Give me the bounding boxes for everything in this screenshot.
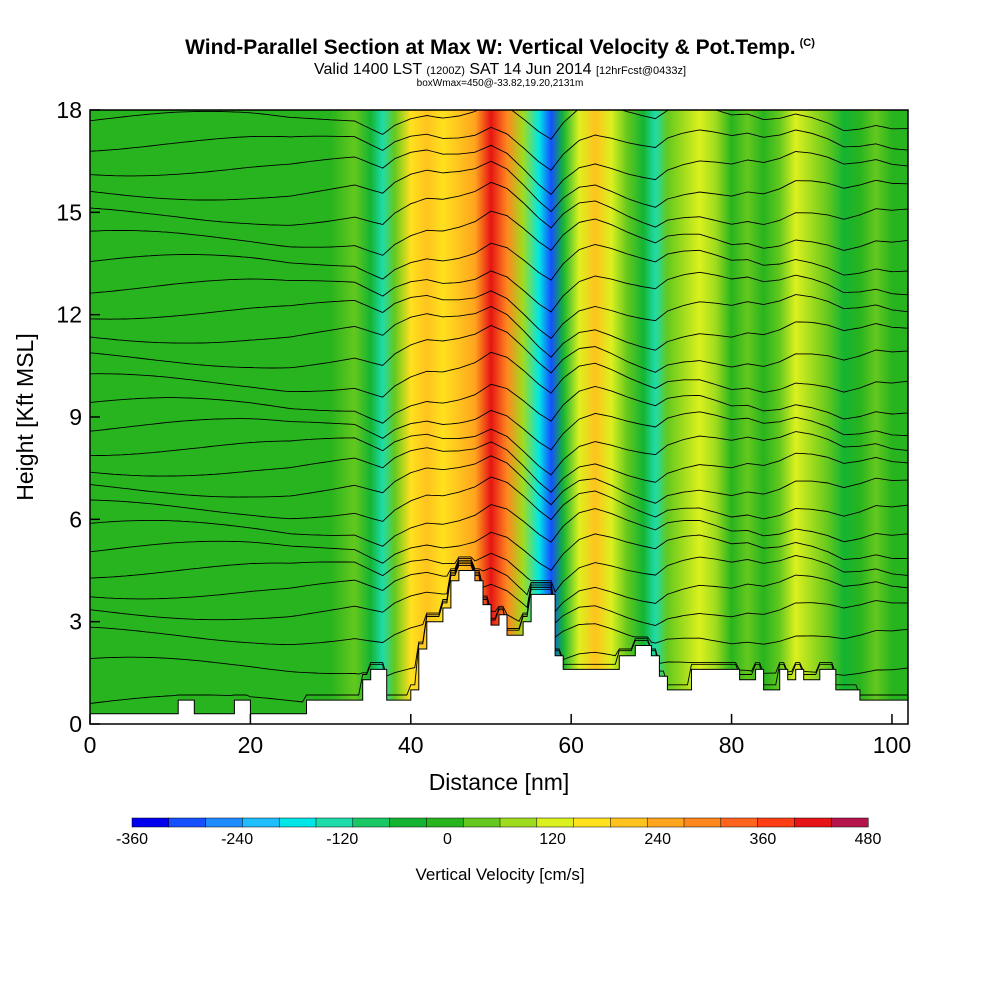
colorbar-swatch	[573, 817, 611, 828]
terrain-profile	[90, 570, 908, 724]
x-tick-label: 0	[84, 732, 97, 758]
theta-contour	[90, 428, 908, 476]
box-info: boxWmax=450@-33.82,19.20,2131m	[416, 78, 584, 89]
y-axis-ticks: 0 3 6 9 12 15 18	[56, 97, 100, 737]
theta-contour	[90, 564, 908, 704]
theta-contour	[90, 455, 908, 506]
colorbar-tick-label: 480	[855, 831, 882, 848]
theta-contour	[90, 270, 908, 313]
y-tick-label: 12	[56, 302, 82, 328]
theta-contour	[90, 126, 908, 171]
colorbar-swatch	[610, 817, 648, 828]
theta-contour	[90, 441, 908, 493]
theta-contour	[90, 306, 908, 358]
colorbar-tick-label: 360	[750, 831, 777, 848]
colorbar-swatch	[536, 817, 575, 828]
y-tick-label: 18	[56, 97, 82, 123]
theta-contour	[90, 181, 908, 229]
copyright-mark: (C)	[799, 37, 815, 49]
theta-contour	[90, 504, 908, 547]
theta-contour	[90, 210, 908, 256]
theta-contour	[90, 383, 908, 424]
colorbar-swatch	[205, 817, 243, 828]
theta-contour	[90, 552, 908, 593]
chart-title-text: Wind-Parallel Section at Max W: Vertical…	[185, 36, 796, 59]
colorbar-swatch	[683, 817, 722, 828]
colorbar-swatch	[462, 817, 501, 828]
colorbar-swatch	[757, 817, 795, 828]
valid-time-line: Valid 1400 LST (1200Z) SAT 14 Jun 2014 […	[0, 61, 1000, 79]
colorbar-swatch	[168, 817, 207, 828]
y-tick-label: 3	[69, 609, 82, 635]
valid-date: SAT 14 Jun 2014	[469, 61, 592, 78]
chart-title: Wind-Parallel Section at Max W: Vertical…	[0, 36, 1000, 60]
colorbar-swatch	[830, 817, 869, 828]
theta-contour	[90, 409, 908, 451]
x-tick-label: 100	[873, 732, 911, 758]
theta-contour	[90, 561, 908, 646]
colorbar-swatch	[426, 817, 464, 828]
colorbar-tick-label: -360	[116, 831, 148, 848]
colorbar-ticks: -360 -240 -120 0 120 240 360 480	[116, 831, 881, 848]
x-tick-label: 80	[719, 732, 745, 758]
colorbar-swatch	[720, 817, 759, 828]
theta-contour	[90, 531, 908, 571]
theta-contour	[90, 558, 908, 613]
potential-temperature-contours	[90, 110, 908, 704]
colorbar-swatch	[315, 817, 354, 828]
colorbar-swatch	[131, 817, 170, 828]
colorbar-swatch	[352, 817, 391, 828]
theta-contour	[90, 476, 908, 522]
x-tick-label: 40	[398, 732, 424, 758]
theta-contour	[90, 144, 908, 196]
colorbar	[131, 817, 869, 828]
colorbar-swatch	[646, 817, 685, 828]
colorbar-tick-label: 120	[539, 831, 566, 848]
colorbar-swatch	[499, 817, 538, 828]
y-tick-label: 9	[69, 404, 82, 430]
theta-contour	[90, 351, 908, 398]
colorbar-swatch	[278, 817, 317, 828]
theta-contour	[90, 160, 908, 213]
y-tick-label: 0	[69, 711, 82, 737]
colorbar-swatch	[242, 817, 280, 828]
y-tick-label: 6	[69, 506, 82, 532]
theta-contour	[90, 290, 908, 340]
colorbar-tick-label: -240	[221, 831, 253, 848]
y-tick-label: 15	[56, 199, 82, 225]
colorbar-tick-label: 0	[443, 831, 452, 848]
theta-contour	[90, 563, 908, 677]
colorbar-swatch	[389, 817, 427, 828]
x-tick-label: 20	[238, 732, 264, 758]
theta-contour	[90, 242, 908, 281]
theta-contour	[90, 559, 908, 626]
forecast-label: [12hrFcst@0433z]	[595, 65, 687, 77]
valid-prefix: Valid 1400 LST	[313, 61, 422, 78]
y-axis-label: Height [Kft MSL]	[12, 333, 38, 500]
valid-utc: (1200Z)	[426, 65, 465, 77]
x-tick-label: 60	[558, 732, 584, 758]
colorbar-label: Vertical Velocity [cm/s]	[415, 865, 584, 884]
x-axis-ticks: 0 20 40 60 80 100	[84, 714, 911, 758]
colorbar-swatch	[794, 817, 832, 828]
x-axis-label: Distance [nm]	[429, 769, 570, 795]
theta-contour	[90, 110, 908, 140]
plot-area	[90, 110, 908, 724]
colorbar-tick-label: 240	[644, 831, 671, 848]
theta-contour	[90, 325, 908, 374]
colorbar-tick-label: -120	[326, 831, 358, 848]
